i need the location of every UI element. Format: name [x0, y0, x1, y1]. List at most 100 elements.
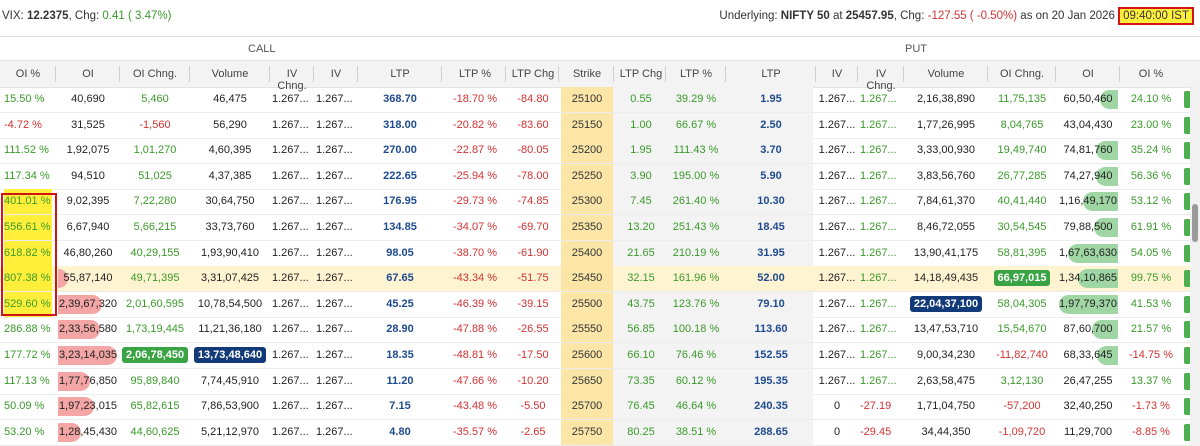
c-vol-cell: 4,60,395: [208, 144, 252, 156]
put-ltp-band: [613, 138, 813, 163]
p-iv-cell: 1.267...: [818, 221, 856, 233]
column-header-c-oic[interactable]: OI Chng.: [132, 68, 178, 80]
call-oi-bar: [58, 269, 69, 288]
column-header-c-oip[interactable]: OI %: [15, 68, 41, 80]
c-iv-cell: 1.267...: [316, 272, 353, 284]
column-header-p-ivc[interactable]: IV Chng.: [866, 68, 896, 92]
p-oi-cell: 68,33,645: [1063, 349, 1113, 361]
p-oip-cell: 35.24 %: [1130, 144, 1172, 156]
table-row[interactable]: 177.72 % 3,23,14,035 2,06,78,450 13,73,48,6…: [0, 343, 1200, 369]
column-header-p-ltp[interactable]: LTP: [761, 68, 781, 80]
c-iv-cell: 1.267...: [316, 349, 353, 361]
table-row[interactable]: 111.52 % 1,92,075 1,01,270 4,60,395 1.267...…: [0, 138, 1200, 164]
strike-price: 25450: [561, 266, 613, 291]
underlying-chg-label: , Chg:: [893, 10, 928, 22]
scrollbar-thumb[interactable]: [1192, 204, 1198, 242]
column-header-c-vol[interactable]: Volume: [211, 68, 249, 80]
table-row[interactable]: 286.88 % 2,33,56,580 1,73,19,445 11,21,36,1…: [0, 317, 1200, 343]
c-ltp-cell: 134.85: [383, 221, 417, 233]
column-header-c-ltp[interactable]: LTP: [390, 68, 410, 80]
p-ltp-cell: 5.90: [760, 170, 782, 182]
p-ivc-cell: 1.267...: [860, 221, 897, 233]
c-oic-cell: 51,025: [138, 170, 172, 182]
c-oi-cell: 2,33,56,580: [58, 323, 118, 335]
put-oi-bar: [1077, 269, 1118, 288]
p-oic-cell: 8,04,765: [1000, 119, 1044, 131]
c-ltpc-cell: -84.80: [517, 93, 549, 105]
column-header-p-oic[interactable]: OI Chng.: [999, 68, 1045, 80]
table-row[interactable]: 15.50 % 40,690 5,460 46,475 1.267... 1.267...…: [0, 87, 1200, 113]
scrollbar[interactable]: [1190, 86, 1200, 446]
table-row[interactable]: 529.60 % 2,39,67,320 2,01,60,595 10,78,54,5…: [0, 292, 1200, 318]
c-oip-cell: 529.60 %: [4, 292, 52, 317]
p-ltpp-cell: 66.67 %: [675, 119, 717, 131]
table-row[interactable]: 117.34 % 94,510 51,025 4,37,385 1.267... 1.26…: [0, 164, 1200, 190]
c-vol-cell: 4,37,385: [208, 170, 252, 182]
column-header-p-iv[interactable]: IV: [831, 68, 843, 80]
column-header-c-ivc[interactable]: IV Chng.: [277, 68, 307, 92]
c-ltp-cell: 7.15: [389, 400, 411, 412]
column-separator: [313, 66, 314, 82]
p-oip-cell: 24.10 %: [1130, 93, 1172, 105]
p-ltp-cell: 10.30: [757, 195, 785, 207]
c-ltp-cell: 28.90: [386, 323, 414, 335]
table-row[interactable]: -4.72 % 31,525 -1,560 56,290 1.267... 1.267..…: [0, 113, 1200, 139]
table-row[interactable]: 807.38 % 55,87,140 49,71,395 3,31,07,425 1.2…: [0, 266, 1200, 292]
table-row[interactable]: 401.01 % 9,02,395 7,22,280 30,64,750 1.267..…: [0, 189, 1200, 215]
put-ltp-band: [613, 369, 813, 394]
p-ltpp-cell: 38.51 %: [675, 426, 717, 438]
column-header-c-ltpp[interactable]: LTP %: [459, 68, 491, 80]
highlight-box: [1, 193, 57, 316]
table-row[interactable]: 53.20 % 1,28,45,430 44,60,625 5,21,12,970 1.…: [0, 420, 1200, 446]
column-header-p-vol[interactable]: Volume: [927, 68, 965, 80]
c-ltpp-cell: -34.07 %: [452, 221, 498, 233]
p-oi-cell: 87,60,700: [1063, 323, 1113, 335]
column-header-c-ltpc[interactable]: LTP Chg: [511, 68, 555, 80]
column-header-p-ltpp[interactable]: LTP %: [680, 68, 712, 80]
table-row[interactable]: 618.82 % 46,80,260 40,29,155 1,93,90,410 1.2…: [0, 241, 1200, 267]
p-vol-cell: 1,71,04,750: [916, 400, 976, 412]
p-vol-cell: 7,84,61,370: [916, 195, 976, 207]
p-oi-cell: 60,50,460: [1063, 93, 1113, 105]
row-indicator: [1184, 193, 1191, 210]
c-oic-cell: 65,82,615: [130, 400, 180, 412]
c-oip-cell: 111.52 %: [4, 144, 49, 156]
column-header-p-ltpc[interactable]: LTP Chg: [619, 68, 663, 80]
c-vol-cell: 13,73,48,640: [192, 343, 268, 368]
p-ltpc-cell: 0.55: [630, 93, 652, 105]
c-oic-cell: 7,22,280: [133, 195, 177, 207]
c-iv-cell: 1.267...: [316, 247, 353, 259]
p-ivc-cell: -29.45: [860, 426, 892, 438]
c-ltpp-cell: -47.88 %: [452, 323, 498, 335]
row-indicator: [1184, 219, 1191, 236]
column-header: OI % OI OI Chng. Volume IV Chng. IV LTP LTP % LT…: [0, 60, 1200, 92]
underlying-name: NIFTY 50: [780, 10, 830, 22]
p-vol-cell: 13,90,41,175: [913, 247, 979, 259]
table-row[interactable]: 556.61 % 6,67,940 5,66,215 33,73,760 1.267..…: [0, 215, 1200, 241]
column-header-c-oi[interactable]: OI: [82, 68, 94, 80]
top-info-bar: VIX: 12.2375, Chg: 0.41 ( 3.47%) Underly…: [0, 0, 1200, 36]
p-ivc-cell: 1.267...: [860, 119, 897, 131]
p-oic-cell: -11,82,740: [996, 349, 1048, 361]
column-header-strike[interactable]: Strike: [572, 68, 602, 80]
put-ltp-band: [613, 113, 813, 138]
c-vol-cell: 33,73,760: [205, 221, 255, 233]
table-row[interactable]: 117.13 % 1,77,76,850 95,89,840 7,74,45,910 1…: [0, 369, 1200, 395]
p-ivc-cell: 1.267...: [860, 375, 897, 387]
column-header-c-iv[interactable]: IV: [330, 68, 342, 80]
row-indicator: [1184, 91, 1191, 108]
p-ltpp-cell: 123.76 %: [672, 298, 720, 310]
c-ltpp-cell: -35.57 %: [452, 426, 498, 438]
p-oi-cell: 74,27,940: [1063, 170, 1113, 182]
column-header-p-oip[interactable]: OI %: [1138, 68, 1164, 80]
p-oip-cell: 21.57 %: [1130, 323, 1172, 335]
p-oip-cell: -1.73 %: [1132, 400, 1170, 412]
column-header-p-oi[interactable]: OI: [1082, 68, 1094, 80]
c-ivc-cell: 1.267...: [272, 375, 309, 387]
table-row[interactable]: 50.09 % 1,97,23,015 65,82,615 7,86,53,900 1.…: [0, 394, 1200, 420]
c-oip-cell: 807.38 %: [4, 266, 52, 291]
p-ivc-cell: 1.267...: [860, 349, 897, 361]
c-oic-cell: 40,29,155: [130, 247, 180, 259]
c-iv-cell: 1.267...: [316, 93, 353, 105]
c-ltpp-cell: -43.34 %: [452, 272, 498, 284]
